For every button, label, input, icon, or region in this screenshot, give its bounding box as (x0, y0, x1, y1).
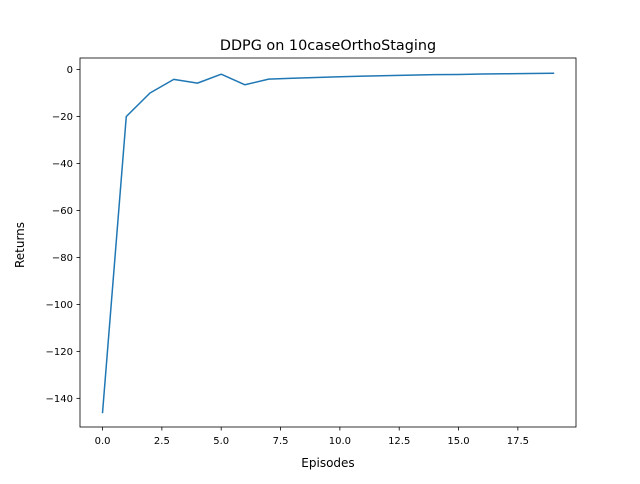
x-tick-label: 2.5 (154, 436, 170, 447)
y-axis: 0 −20 −40 −60 −80 −100 −120 −140 (46, 65, 80, 405)
x-tick-label: 10.0 (329, 436, 351, 447)
plot-frame (79, 57, 577, 428)
x-tick-label: 7.5 (273, 436, 289, 447)
x-tick-label: 12.5 (388, 436, 410, 447)
y-tick-label: 0 (67, 65, 73, 76)
y-tick-label: −100 (46, 300, 73, 311)
x-tick-label: 15.0 (447, 436, 469, 447)
plot-area (79, 57, 577, 428)
y-tick-label: −120 (46, 347, 73, 358)
y-tick-label: −60 (52, 206, 73, 217)
series-line-0 (101, 72, 555, 414)
x-tick-label: 17.5 (507, 436, 529, 447)
x-tick-label: 0.0 (95, 436, 111, 447)
y-tick-label: −40 (52, 159, 73, 170)
x-axis-label: Episodes (301, 456, 354, 470)
y-axis-label: Returns (13, 222, 27, 268)
x-tick-label: 5.0 (213, 436, 229, 447)
y-tick-label: −80 (52, 253, 73, 264)
y-tick-label: −20 (52, 112, 73, 123)
y-tick-label: −140 (46, 394, 73, 405)
chart-title: DDPG on 10caseOrthoStaging (220, 38, 436, 54)
x-axis: 0.0 2.5 5.0 7.5 10.0 12.5 15.0 17.5 (95, 427, 529, 447)
